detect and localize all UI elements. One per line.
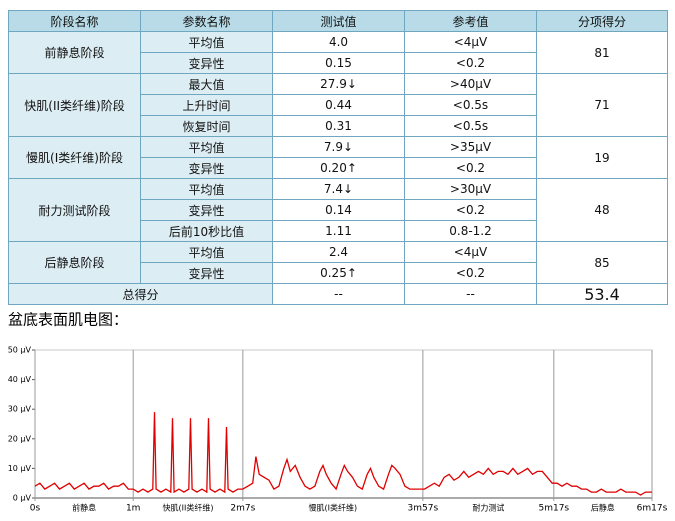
table-cell: 7.9↓: [272, 136, 405, 158]
table-row: 恢复时间 0.31 <0.5s: [9, 115, 668, 137]
table-cell: 27.9↓: [272, 73, 405, 95]
table-row: 变异性 0.14 <0.2: [9, 199, 668, 221]
table-cell: <0.5s: [404, 94, 537, 116]
y-tick-label: 10 μV: [8, 464, 32, 473]
table-cell: 快肌(II类纤维)阶段: [8, 73, 141, 137]
y-tick-label: 50 μV: [8, 346, 32, 355]
table-cell: 参考值: [404, 10, 537, 32]
x-tick-label: 2m7s: [230, 504, 255, 514]
table-cell: >40μV: [404, 73, 537, 95]
emg-line: [34, 412, 652, 496]
table-row: 快肌(II类纤维)阶段 最大值 27.9↓ >40μV 71: [8, 73, 668, 137]
table-cell: 后静息阶段: [8, 241, 141, 284]
table-cell: 阶段名称: [8, 10, 141, 32]
table-cell: --: [404, 283, 537, 305]
table-cell: 分项得分: [536, 10, 668, 32]
plot-frame: [34, 349, 653, 499]
table-cell: 48: [536, 178, 668, 242]
table-cell: 变异性: [140, 199, 273, 221]
table-row: 上升时间 0.44 <0.5s: [9, 94, 668, 116]
table-cell: 7.4↓: [272, 178, 405, 200]
table-row: 变异性 0.20↑ <0.2: [9, 157, 668, 179]
y-tick-label: 20 μV: [8, 434, 32, 443]
table-row: 慢肌(I类纤维)阶段 平均值 7.9↓ >35μV 19: [8, 136, 668, 179]
table-cell: 变异性: [140, 157, 273, 179]
table-row: 耐力测试阶段 平均值 7.4↓ >30μV 48: [8, 178, 668, 242]
table-row: 前静息阶段 平均值 4.0 <4μV 81: [8, 31, 668, 74]
table-cell: 0.25↑: [272, 262, 405, 284]
y-tick-label: 30 μV: [8, 405, 32, 414]
table-cell: 2.4: [272, 241, 405, 263]
table-cell: 前静息阶段: [8, 31, 141, 74]
section-label: 前静息: [72, 503, 96, 513]
x-tick-label: 3m57s: [408, 504, 439, 514]
table-cell: <0.2: [404, 52, 537, 74]
table-cell: <0.5s: [404, 115, 537, 137]
table-cell: >30μV: [404, 178, 537, 200]
y-tick-label: 0 μV: [13, 494, 32, 503]
table-cell: 81: [536, 31, 668, 74]
chart-heading: 盆底表面肌电图：: [8, 311, 128, 329]
table-cell: 0.31: [272, 115, 405, 137]
table-cell: <4μV: [404, 31, 537, 53]
table-cell: 测试值: [272, 10, 405, 32]
table-cell: 上升时间: [140, 94, 273, 116]
table-cell: 恢复时间: [140, 115, 273, 137]
table-cell: 0.44: [272, 94, 405, 116]
table-cell: 71: [536, 73, 668, 137]
section-label: 耐力测试: [472, 503, 504, 513]
section-label: 后静息: [591, 503, 615, 513]
table-cell: 53.4: [536, 283, 668, 305]
score-table: 阶段名称 参数名称 测试值 参考值 分项得分 前静息阶段 平均值 4.0 <4μV 81 变异性 0.…: [8, 10, 668, 305]
table-cell: <0.2: [404, 199, 537, 221]
table-cell: 总得分: [8, 283, 273, 305]
table-row: 后静息阶段 平均值 2.4 <4μV 85: [8, 241, 668, 284]
section-label: 快肌(II类纤维): [163, 503, 214, 513]
table-cell: 0.14: [272, 199, 405, 221]
table-cell: 平均值: [140, 241, 273, 263]
table-cell: 1.11: [272, 220, 405, 242]
table-cell: 耐力测试阶段: [8, 178, 141, 242]
table-cell: 最大值: [140, 73, 273, 95]
table-cell: 变异性: [140, 262, 273, 284]
table-cell: 4.0: [272, 31, 405, 53]
table-cell: 参数名称: [140, 10, 273, 32]
table-row: 阶段名称 参数名称 测试值 参考值 分项得分: [8, 10, 668, 32]
table-cell: 平均值: [140, 136, 273, 158]
x-tick-label: 5m17s: [538, 504, 569, 514]
table-cell: <0.2: [404, 157, 537, 179]
table-cell: 85: [536, 241, 668, 284]
x-tick-label: 0s: [30, 504, 41, 514]
table-cell: 0.8-1.2: [404, 220, 537, 242]
table-cell: 平均值: [140, 178, 273, 200]
table-cell: 19: [536, 136, 668, 179]
table-cell: 慢肌(I类纤维)阶段: [8, 136, 141, 179]
table-cell: --: [272, 283, 405, 305]
x-tick-label: 6m17s: [637, 504, 668, 514]
section-label: 慢肌(I类纤维): [309, 503, 358, 513]
table-cell: <4μV: [404, 241, 537, 263]
table-cell: <0.2: [404, 262, 537, 284]
table-row: 变异性 0.15 <0.2: [9, 52, 668, 74]
table-row: 变异性 0.25↑ <0.2: [9, 262, 668, 284]
table-cell: 后前10秒比值: [140, 220, 273, 242]
table-cell: 变异性: [140, 52, 273, 74]
table-cell: 0.20↑: [272, 157, 405, 179]
table-row: 总得分 -- -- 53.4: [8, 283, 668, 305]
y-tick-label: 40 μV: [8, 375, 32, 384]
table-cell: 平均值: [140, 31, 273, 53]
table-cell: >35μV: [404, 136, 537, 158]
x-tick-label: 1m: [126, 504, 141, 514]
table-cell: 0.15: [272, 52, 405, 74]
